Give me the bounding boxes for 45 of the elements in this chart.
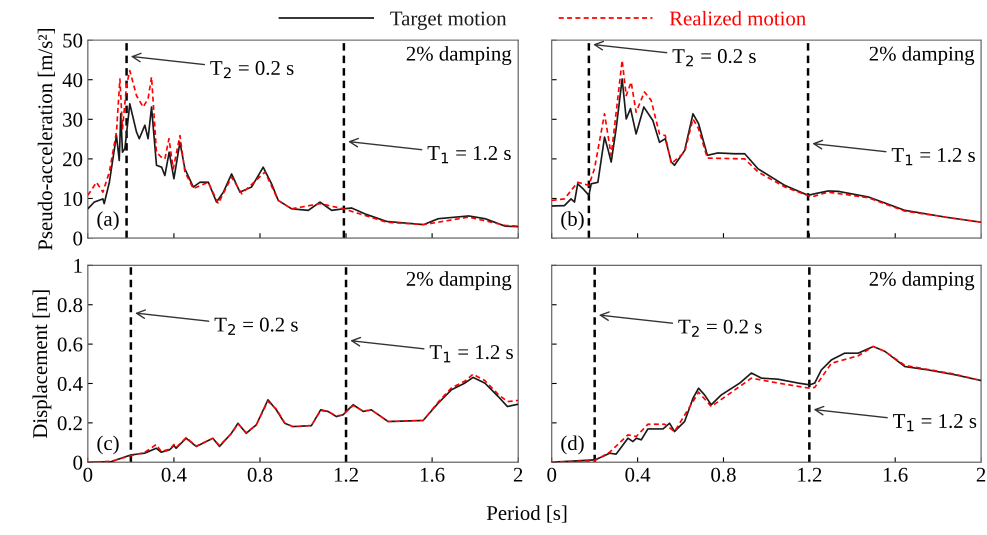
- y-tick-label: 50: [63, 34, 82, 48]
- y-tick-label: 0: [73, 456, 82, 470]
- x-tick-label: 0: [547, 468, 556, 482]
- y-tick-label: 40: [62, 73, 82, 88]
- x-tick-label: 1.2: [798, 468, 822, 482]
- y-tick-label: 0.2: [58, 416, 82, 430]
- ref-line-label: T$_{2}$ = 0.2 s: [678, 320, 762, 337]
- x-tick-label: 2: [976, 468, 986, 482]
- x-tick-label: 1.6: [420, 468, 445, 482]
- y-tick-label: 0: [73, 231, 82, 246]
- ref-line-label: T$_{1}$ = 1.2 s: [430, 345, 513, 362]
- annotation: (d): [561, 435, 584, 454]
- annotation: (c): [97, 435, 119, 454]
- annotation: 2% damping: [406, 271, 512, 290]
- ref-line-label: T$_{1}$ = 1.2 s: [428, 146, 511, 164]
- y-tick-label: 0.6: [58, 337, 82, 352]
- ref-line-label: T$_{2}$ = 0.2 s: [214, 318, 298, 335]
- ref-line-label: T$_{1}$ = 1.2 s: [892, 148, 975, 166]
- y-tick-label: 30: [63, 112, 82, 127]
- x-tick-label: 0.4: [162, 468, 187, 482]
- x-axis-title: Period [s]: [486, 505, 566, 523]
- annotation: (a): [97, 211, 119, 230]
- x-tick-label: 2: [514, 468, 522, 482]
- y-axis-title: Pseudo-acceleration [m/s²]: [38, 29, 55, 250]
- ref-line-label: T$_{2}$ = 0.2 s: [672, 49, 756, 66]
- y-tick-label: 0.8: [58, 298, 82, 312]
- legend-label: Target motion: [390, 12, 506, 30]
- legend-label: Realized motion: [670, 10, 806, 26]
- x-tick-label: 1.2: [334, 468, 358, 482]
- y-axis-title: Displacement [m]: [32, 290, 52, 438]
- annotation: 2% damping: [406, 46, 512, 66]
- annotation: 2% damping: [870, 46, 974, 66]
- annotation: 2% damping: [870, 271, 974, 290]
- y-tick-label: 1: [74, 258, 82, 273]
- ref-line-label: T$_{2}$ = 0.2 s: [210, 60, 294, 78]
- x-tick-label: 0.8: [248, 468, 272, 482]
- x-tick-label: 0: [83, 468, 92, 482]
- y-tick-label: 10: [64, 192, 82, 206]
- x-tick-label: 1.6: [884, 468, 908, 482]
- x-tick-label: 0.8: [711, 468, 736, 482]
- ref-line-label: T$_{1}$ = 1.2 s: [893, 414, 976, 432]
- x-tick-label: 0.4: [625, 468, 650, 482]
- y-tick-label: 20: [63, 152, 82, 166]
- annotation: (b): [561, 211, 584, 230]
- y-tick-label: 0.4: [58, 376, 83, 392]
